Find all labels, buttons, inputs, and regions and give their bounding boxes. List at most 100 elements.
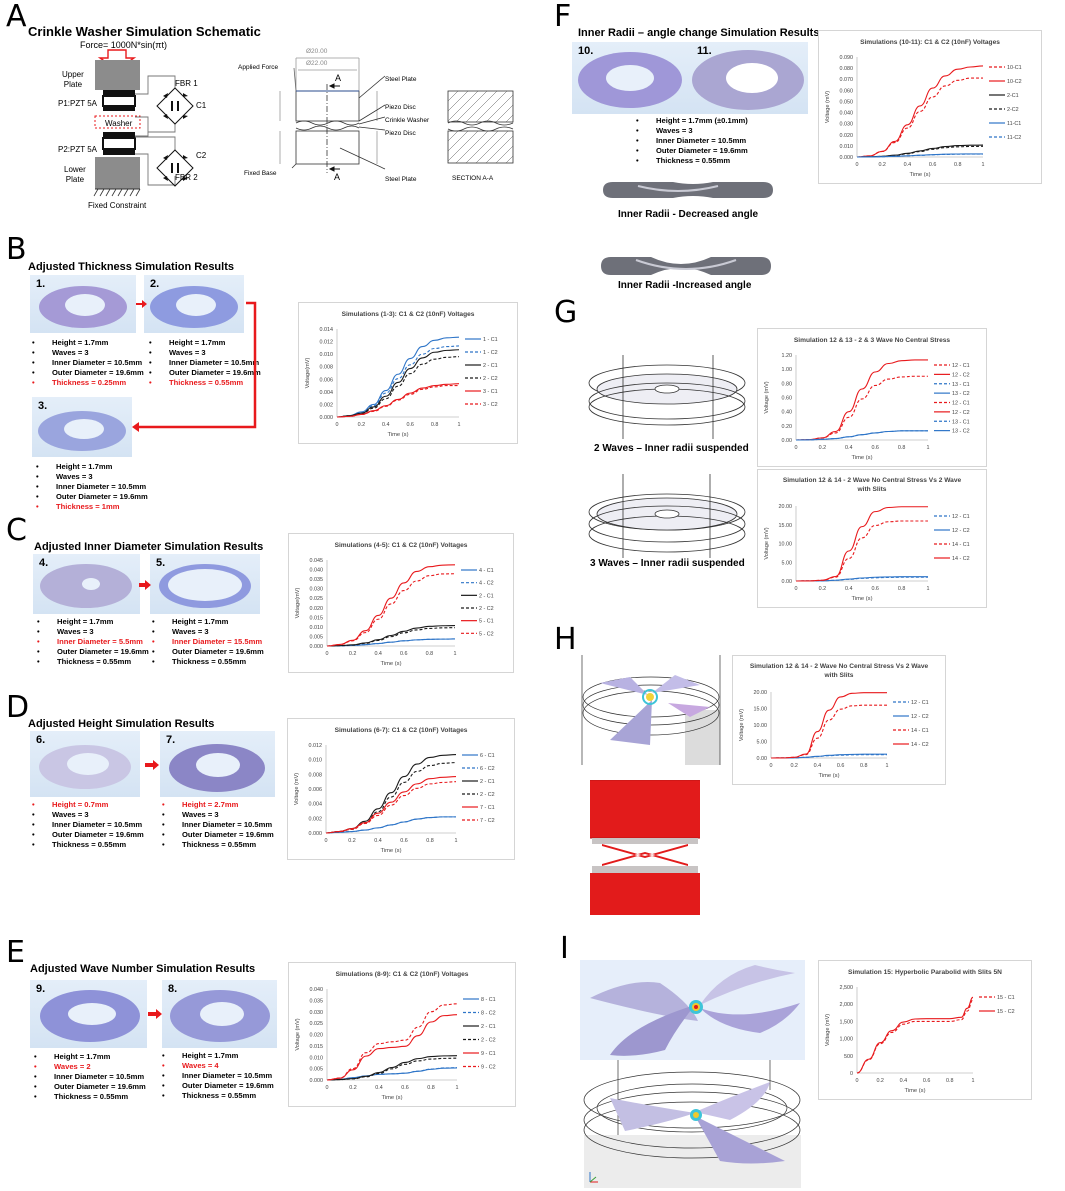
sim-1-params: Height = 1.7mmWaves = 3Inner Diameter = …	[28, 338, 144, 388]
svg-text:0: 0	[856, 162, 859, 168]
svg-text:0.000: 0.000	[310, 644, 324, 650]
svg-text:0.045: 0.045	[310, 558, 324, 564]
c2-label: C2	[196, 151, 207, 160]
svg-text:0.8: 0.8	[426, 651, 434, 657]
svg-text:0.6: 0.6	[923, 1078, 931, 1084]
series-line	[336, 345, 460, 418]
svg-text:0.4: 0.4	[814, 763, 822, 769]
legend-entry: 14 - C2	[911, 742, 929, 748]
y-axis-label: Voltage (mV)	[295, 1018, 301, 1050]
series-line	[326, 1067, 458, 1081]
legend-entry: 1 - C1	[483, 337, 498, 343]
svg-text:0.2: 0.2	[349, 1085, 357, 1091]
legend-entry: 11-C2	[1007, 135, 1021, 141]
svg-text:0.000: 0.000	[840, 155, 854, 161]
y-axis-label: Voltage (mV)	[825, 91, 831, 123]
svg-text:0.6: 0.6	[929, 162, 937, 168]
series-line	[770, 704, 887, 759]
dim-inner: Ø22.00	[306, 60, 328, 67]
svg-text:0.002: 0.002	[320, 402, 334, 408]
simulation-image-8: 8.	[162, 980, 277, 1048]
svg-text:0.040: 0.040	[310, 568, 324, 574]
simulation-image-4: 4.	[33, 554, 140, 614]
chart-e: Simulations (8-9): C1 & C2 (10nF) Voltag…	[288, 962, 516, 1107]
series-line	[325, 775, 457, 834]
svg-text:0.6: 0.6	[401, 1085, 409, 1091]
chart-svg: Simulation 12 & 13 - 2 & 3 Wave No Centr…	[764, 337, 970, 461]
svg-text:0.015: 0.015	[310, 615, 324, 621]
y-axis-label: Voltage(mV)	[305, 357, 311, 388]
legend-entry: 6 - C2	[480, 766, 495, 772]
chart-i: Simulation 15: Hyperbolic Parabolid with…	[818, 960, 1032, 1100]
sim-3-params: Height = 1.7mmWaves = 3Inner Diameter = …	[32, 462, 148, 512]
legend-entry: 2 - C1	[480, 779, 495, 785]
svg-text:0.010: 0.010	[310, 625, 324, 631]
svg-text:0.090: 0.090	[840, 55, 854, 61]
svg-text:0.025: 0.025	[310, 1021, 324, 1027]
legend-entry: 8 - C1	[481, 997, 496, 1003]
washer-render-icon	[40, 990, 140, 1042]
washer-render-icon	[578, 50, 804, 110]
c1-label: C1	[196, 101, 207, 110]
bridge-rectifier-2-icon	[156, 149, 194, 187]
engineering-drawing	[279, 57, 514, 173]
simulation-image-1: 1.	[30, 275, 136, 333]
legend-entry: 5 - C2	[479, 631, 494, 637]
legend-entry: 14 - C2	[952, 556, 970, 562]
chart-svg: Simulation 15: Hyperbolic Parabolid with…	[825, 969, 1015, 1094]
panel-letter-h: H	[554, 622, 577, 657]
svg-text:0.2: 0.2	[349, 651, 357, 657]
panel-letter-e: E	[6, 935, 25, 970]
svg-text:0.2: 0.2	[790, 763, 798, 769]
caption-increased-angle: Inner Radii -Increased angle	[618, 280, 752, 291]
piezo-stack-render	[590, 780, 700, 915]
svg-text:1: 1	[454, 651, 457, 657]
chart-title: Simulations (8-9): C1 & C2 (10nF) Voltag…	[336, 971, 469, 978]
y-axis-label: Voltage (mV)	[764, 527, 770, 559]
steel-plate-top-label: Steel Plate	[385, 76, 417, 83]
sim-5-params: Height = 1.7mmWaves = 3Inner Diameter = …	[148, 617, 264, 667]
svg-text:1: 1	[458, 422, 461, 428]
circuit-schematic	[93, 49, 194, 197]
svg-text:0.4: 0.4	[904, 162, 912, 168]
sim-6-params: Height = 0.7mmWaves = 3Inner Diameter = …	[28, 800, 144, 850]
series-line	[856, 999, 974, 1074]
panel-letter-b: B	[6, 232, 27, 267]
caption-3-waves: 3 Waves – Inner radii suspended	[590, 558, 745, 569]
washer-render-icon	[169, 744, 265, 792]
x-axis-label: Time (s)	[904, 1088, 925, 1094]
arrow-right-icon	[148, 1009, 162, 1019]
svg-text:0.2: 0.2	[876, 1078, 884, 1084]
chart-title: Simulations (6-7): C1 & C2 (10nF) Voltag…	[335, 727, 468, 734]
washer-render-icon	[38, 411, 126, 451]
svg-text:0.030: 0.030	[310, 587, 324, 593]
svg-text:0: 0	[850, 1071, 853, 1077]
svg-text:0: 0	[326, 651, 329, 657]
chart-title: Simulation 12 & 14 - 2 Wave No Central S…	[783, 477, 962, 484]
svg-text:0.6: 0.6	[837, 763, 845, 769]
x-axis-label: Time (s)	[380, 848, 401, 854]
y-axis-label: Voltage(mV)	[295, 587, 301, 618]
piezo-disc-bottom-label: Piezo Disc	[385, 130, 416, 137]
legend-entry: 13 - C2	[952, 429, 970, 435]
svg-text:0.2: 0.2	[348, 838, 356, 844]
force-label: Force= 1000N*sin(πt)	[80, 40, 167, 50]
axis-triad-icon	[589, 1172, 598, 1183]
svg-text:0.010: 0.010	[840, 144, 854, 150]
svg-text:0.8: 0.8	[427, 1085, 435, 1091]
svg-text:1,000: 1,000	[840, 1037, 854, 1043]
legend-entry: 1 - C2	[483, 350, 498, 356]
svg-text:0.4: 0.4	[375, 1085, 383, 1091]
chart-title: Simulations (10-11): C1 & C2 (10nF) Volt…	[860, 39, 1000, 46]
svg-text:1: 1	[455, 838, 458, 844]
dim-outer: Ø20.00	[306, 48, 328, 55]
svg-text:20.00: 20.00	[779, 504, 793, 510]
chart-f: Simulations (10-11): C1 & C2 (10nF) Volt…	[818, 30, 1042, 184]
legend-entry: 15 - C2	[997, 1009, 1015, 1015]
svg-text:0.040: 0.040	[310, 987, 324, 993]
legend-entry: 2 - C1	[483, 363, 498, 369]
svg-text:0.035: 0.035	[310, 998, 324, 1004]
svg-text:0.060: 0.060	[840, 88, 854, 94]
svg-text:0: 0	[856, 1078, 859, 1084]
svg-text:0: 0	[795, 586, 798, 592]
